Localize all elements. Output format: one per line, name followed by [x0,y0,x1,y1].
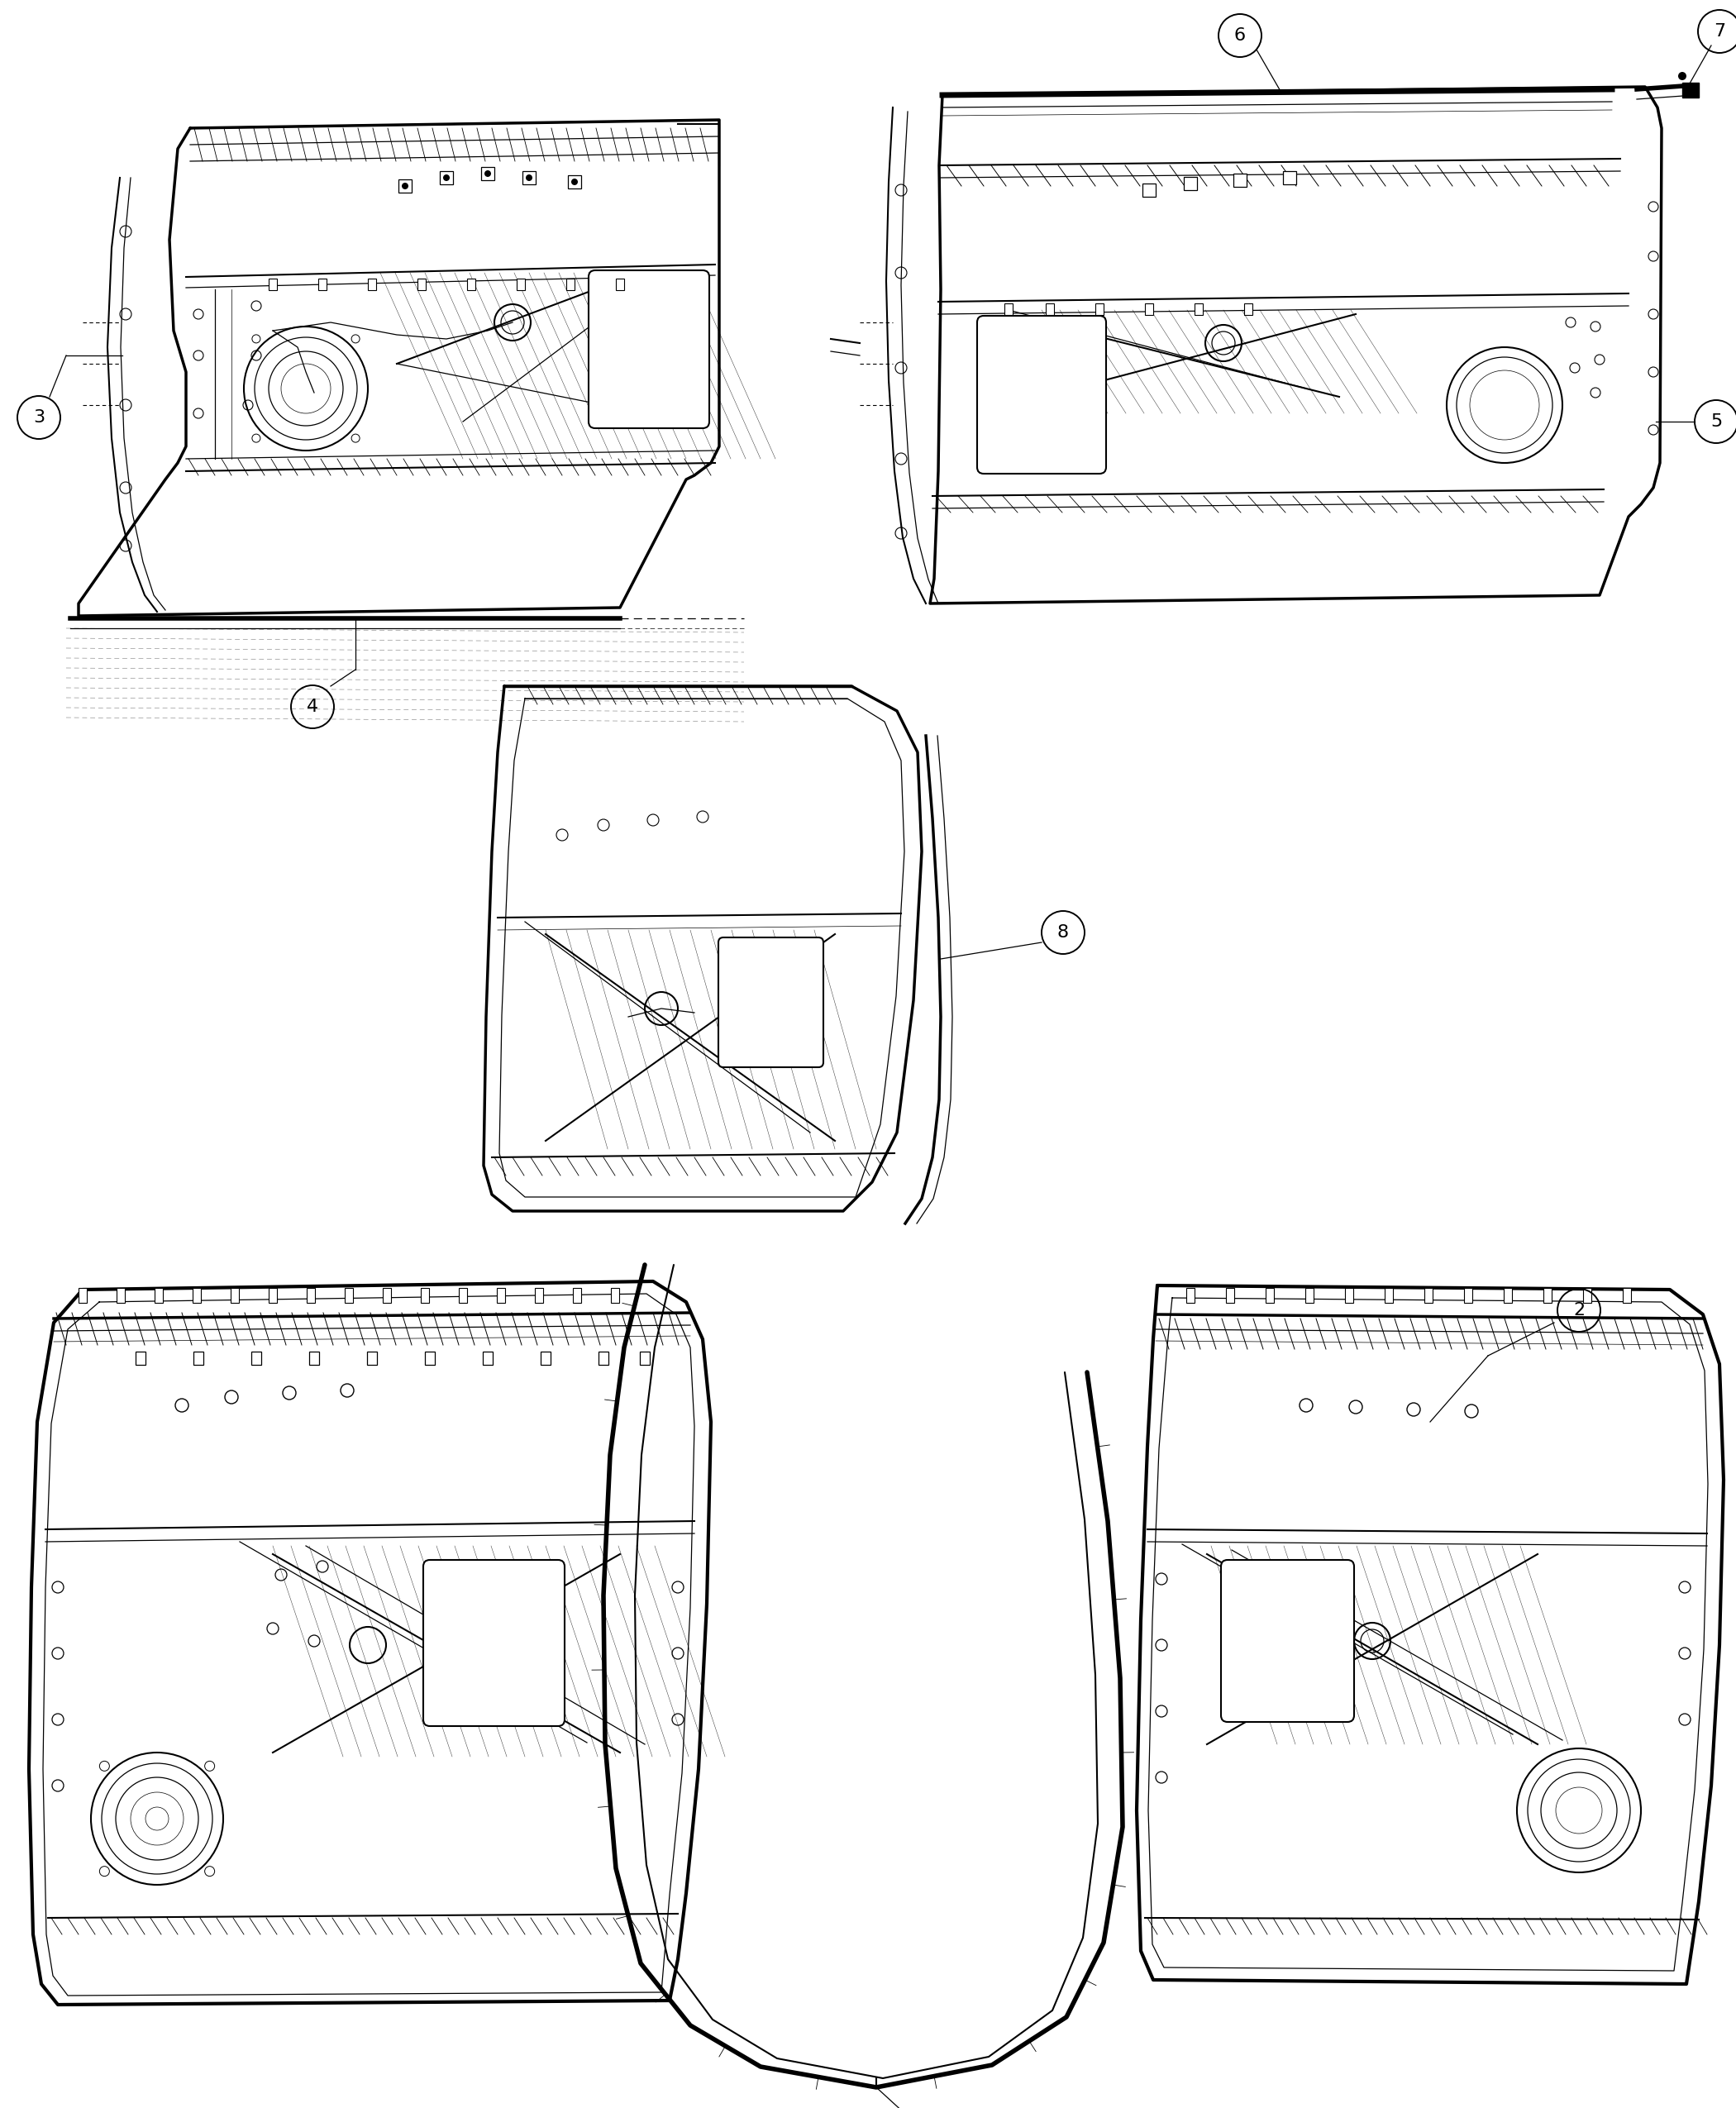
Bar [439,171,453,183]
Bar [1424,1288,1432,1303]
Bar [1186,1288,1194,1303]
Bar [1345,1288,1354,1303]
Bar [1385,1288,1392,1303]
Circle shape [443,175,450,181]
Bar [307,1288,314,1303]
Bar [573,1288,582,1303]
Text: 8: 8 [1057,923,1069,940]
Bar [1245,304,1252,314]
Bar [523,171,536,183]
Circle shape [401,183,408,190]
Bar [1463,1288,1472,1303]
Bar [568,175,582,188]
FancyBboxPatch shape [1220,1560,1354,1722]
Circle shape [484,171,491,177]
Bar [78,1288,87,1303]
Circle shape [1679,72,1686,80]
Bar [1045,304,1054,314]
FancyBboxPatch shape [424,1560,564,1726]
Bar [1583,1288,1592,1303]
Bar [641,1351,649,1364]
Bar [611,1288,620,1303]
FancyBboxPatch shape [589,270,710,428]
FancyBboxPatch shape [719,938,823,1067]
Bar [193,1351,203,1364]
Bar [366,1351,377,1364]
Bar [309,1351,319,1364]
Bar [345,1288,352,1303]
Bar [420,1288,429,1303]
Bar [155,1288,163,1303]
Bar [382,1288,391,1303]
Bar [417,278,425,291]
Bar [425,1351,434,1364]
Bar [231,1288,240,1303]
Bar [616,278,625,291]
Text: 6: 6 [1234,27,1246,44]
Bar [599,1351,608,1364]
Bar [368,278,377,291]
Text: 5: 5 [1710,413,1722,430]
Bar [517,278,524,291]
Bar [566,278,575,291]
Bar [1233,173,1246,188]
Text: 4: 4 [307,698,318,715]
Bar [1283,171,1297,183]
Bar [1266,1288,1274,1303]
Bar [135,1351,146,1364]
Bar [481,167,495,179]
Bar [1623,1288,1632,1303]
Bar [1005,304,1012,314]
Bar [1194,304,1203,314]
Text: 7: 7 [1713,23,1726,40]
Circle shape [526,175,533,181]
Bar [1305,1288,1314,1303]
Bar [1184,177,1198,190]
Bar [399,179,411,192]
Bar [1142,183,1156,196]
Circle shape [571,179,578,186]
Bar [269,1288,278,1303]
Bar [1682,82,1700,97]
Bar [269,278,278,291]
Bar [1146,304,1153,314]
Bar [496,1288,505,1303]
Bar [116,1288,125,1303]
Bar [467,278,476,291]
Bar [1503,1288,1512,1303]
Bar [458,1288,467,1303]
FancyBboxPatch shape [977,316,1106,474]
Bar [535,1288,543,1303]
Bar [252,1351,260,1364]
Text: 3: 3 [33,409,45,426]
Bar [1543,1288,1552,1303]
Bar [1095,304,1104,314]
Bar [540,1351,550,1364]
Bar [483,1351,493,1364]
Text: 2: 2 [1573,1303,1585,1318]
Bar [380,272,694,455]
Bar [193,1288,201,1303]
Bar [318,278,326,291]
Bar [1226,1288,1234,1303]
